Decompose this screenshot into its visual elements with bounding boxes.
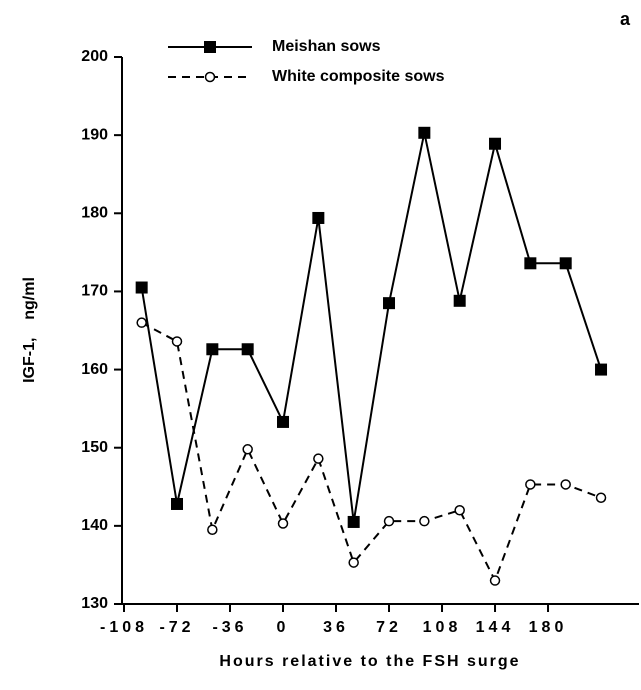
point xyxy=(241,343,254,356)
point xyxy=(524,257,537,270)
y-tick-label: 200 xyxy=(81,48,108,65)
legend-label: Meishan sows xyxy=(272,38,381,55)
legend-marker xyxy=(204,71,216,83)
point xyxy=(136,317,147,328)
x-tick-label: -108 xyxy=(100,619,148,636)
legend-label: White composite sows xyxy=(272,68,445,85)
point xyxy=(277,415,290,428)
point xyxy=(312,211,325,224)
point xyxy=(559,257,572,270)
x-tick-label: 180 xyxy=(529,619,568,636)
y-tick-label: 140 xyxy=(81,517,108,534)
point xyxy=(418,126,431,139)
point xyxy=(489,575,501,586)
point xyxy=(595,492,607,503)
y-tick-label: 150 xyxy=(81,439,108,456)
x-tick-label: 36 xyxy=(323,619,349,636)
y-tick-label: 160 xyxy=(81,361,108,378)
y-axis-label: IGF-1, ng/ml xyxy=(21,277,38,383)
y-tick-label: 180 xyxy=(81,205,108,222)
point xyxy=(489,137,502,150)
point xyxy=(277,518,289,529)
panel-label: a xyxy=(620,9,631,29)
point xyxy=(595,363,608,376)
point xyxy=(560,479,571,490)
y-tick-label: 190 xyxy=(81,126,108,143)
point xyxy=(525,479,536,490)
y-tick-label: 170 xyxy=(81,283,108,300)
point xyxy=(454,504,465,516)
point xyxy=(383,297,396,310)
x-tick-label: 72 xyxy=(376,619,402,636)
x-tick-label: 108 xyxy=(423,619,462,636)
x-tick-label: 0 xyxy=(277,619,290,636)
point xyxy=(242,444,253,455)
point xyxy=(135,281,148,294)
x-tick-label: -36 xyxy=(212,619,247,636)
point xyxy=(348,557,359,568)
y-tick-label: 130 xyxy=(81,595,108,612)
x-axis-label: Hours relative to the FSH surge xyxy=(219,653,520,670)
point xyxy=(171,497,184,510)
point xyxy=(313,453,324,464)
point xyxy=(171,336,183,347)
point xyxy=(419,515,430,527)
point xyxy=(383,515,395,527)
point xyxy=(206,343,219,356)
point xyxy=(207,524,218,536)
point xyxy=(453,294,466,307)
legend-marker xyxy=(204,41,216,53)
point xyxy=(347,515,360,528)
x-tick-label: -72 xyxy=(159,619,194,636)
x-tick-label: 144 xyxy=(476,619,515,636)
series-line xyxy=(140,132,602,523)
